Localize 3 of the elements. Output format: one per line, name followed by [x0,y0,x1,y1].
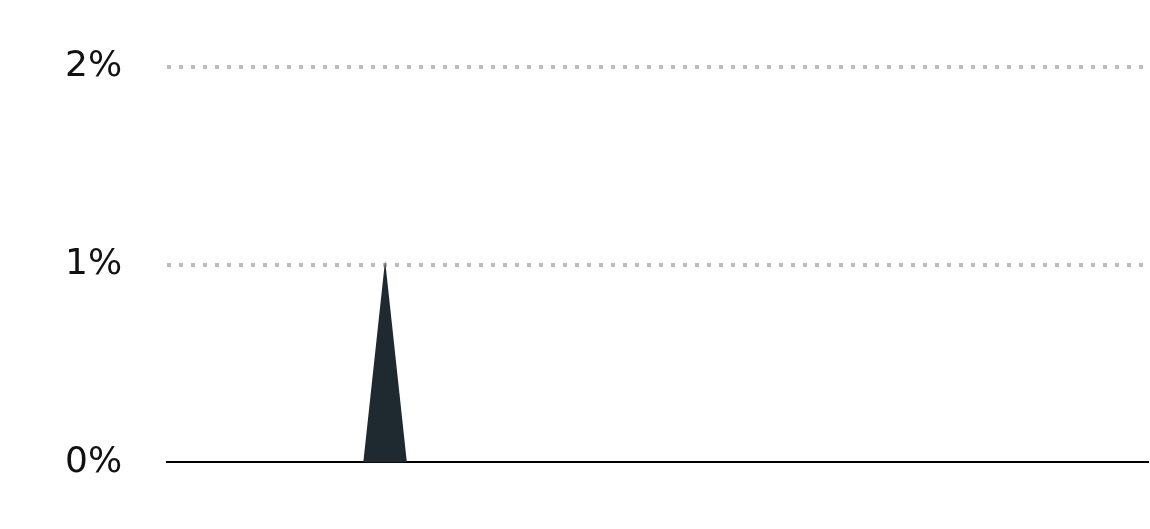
y-tick-label: 2% [64,42,123,84]
y-tick-label: 1% [64,240,123,282]
y-tick-label: 0% [64,438,123,480]
